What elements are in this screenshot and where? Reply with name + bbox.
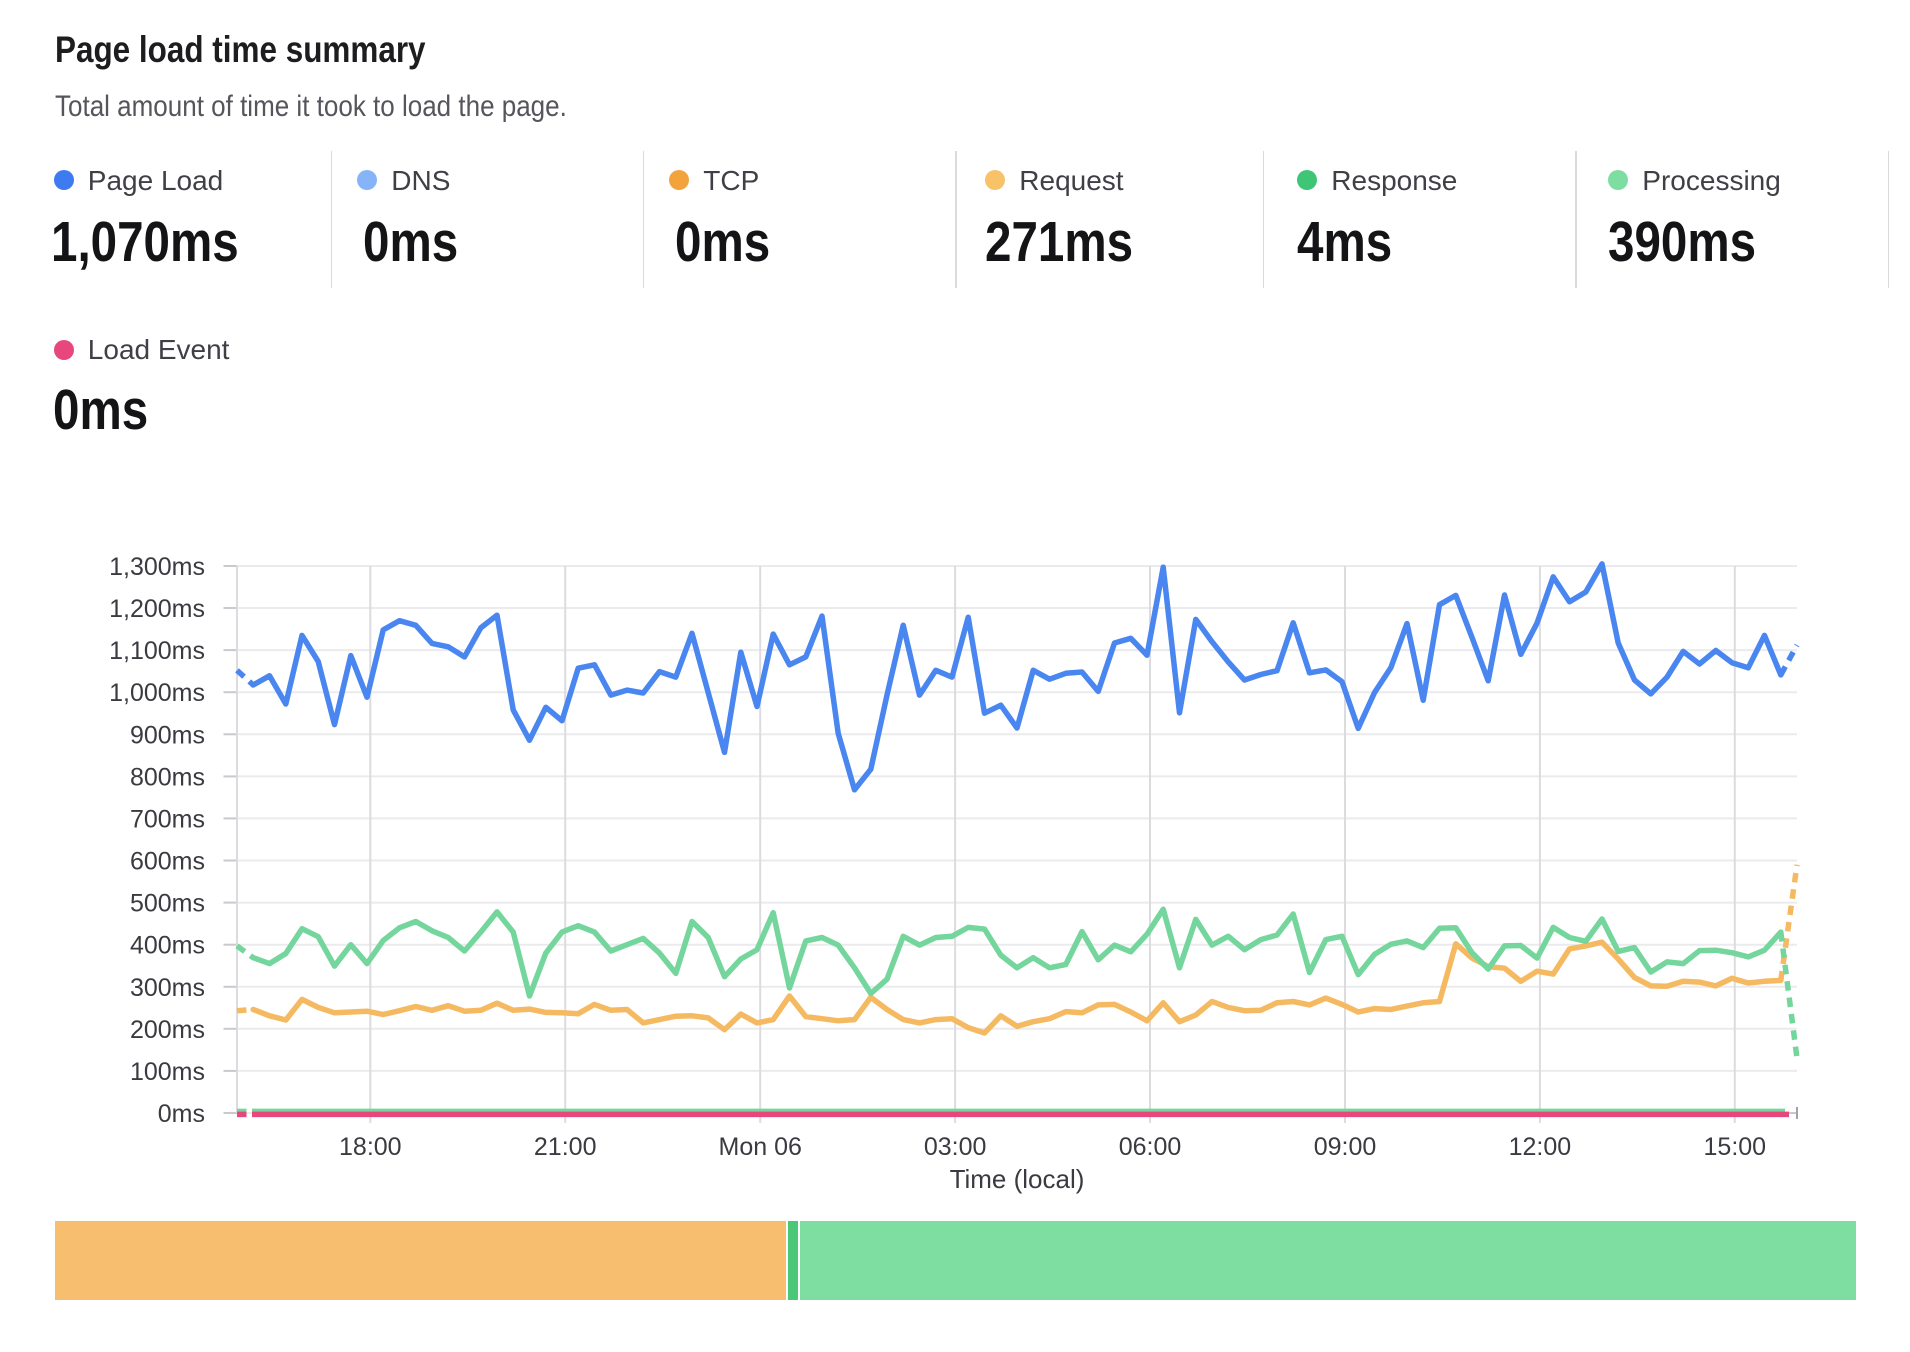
svg-text:1,200ms: 1,200ms	[109, 595, 205, 623]
svg-text:0ms: 0ms	[158, 1100, 205, 1128]
svg-text:1,300ms: 1,300ms	[109, 553, 205, 581]
svg-text:03:00: 03:00	[924, 1133, 987, 1161]
svg-text:400ms: 400ms	[130, 932, 205, 960]
svg-text:200ms: 200ms	[130, 1016, 205, 1044]
svg-text:12:00: 12:00	[1509, 1133, 1572, 1161]
svg-text:100ms: 100ms	[130, 1058, 205, 1086]
svg-text:Mon 06: Mon 06	[719, 1133, 802, 1161]
svg-text:1,000ms: 1,000ms	[109, 679, 205, 707]
svg-text:600ms: 600ms	[130, 848, 205, 876]
svg-text:900ms: 900ms	[130, 721, 205, 749]
svg-text:18:00: 18:00	[339, 1133, 402, 1161]
svg-text:09:00: 09:00	[1314, 1133, 1377, 1161]
svg-text:800ms: 800ms	[130, 763, 205, 791]
svg-text:Time (local): Time (local)	[950, 1164, 1085, 1194]
svg-text:700ms: 700ms	[130, 805, 205, 833]
svg-text:1,100ms: 1,100ms	[109, 637, 205, 665]
svg-text:15:00: 15:00	[1704, 1133, 1767, 1161]
svg-text:21:00: 21:00	[534, 1133, 597, 1161]
svg-text:500ms: 500ms	[130, 890, 205, 918]
svg-text:300ms: 300ms	[130, 974, 205, 1002]
svg-text:06:00: 06:00	[1119, 1133, 1182, 1161]
